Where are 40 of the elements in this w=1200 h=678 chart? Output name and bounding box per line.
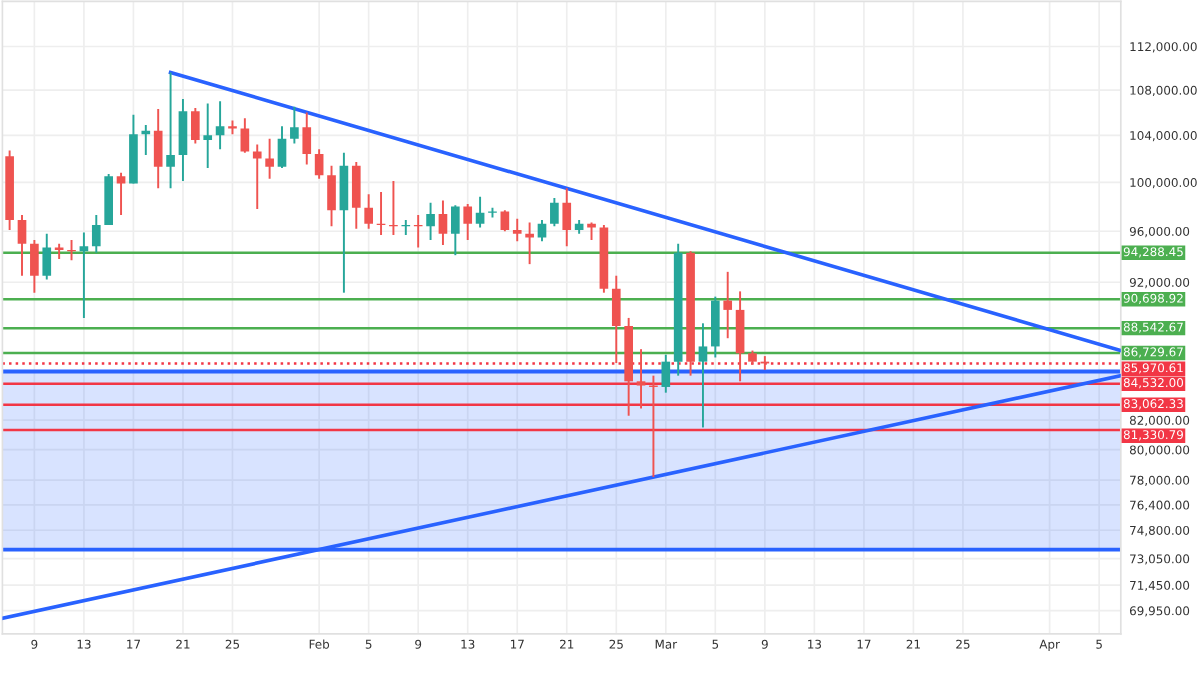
candlestick <box>698 322 708 429</box>
candlestick <box>475 195 485 229</box>
candlestick <box>500 209 510 233</box>
candlestick <box>191 107 200 145</box>
candlestick <box>215 100 225 151</box>
candlestick <box>550 197 559 228</box>
candlestick <box>178 98 188 183</box>
candlestick <box>42 232 52 281</box>
candlestick <box>277 125 287 169</box>
candlestick <box>327 164 336 228</box>
candlestick <box>661 353 671 394</box>
candlestick <box>351 161 361 230</box>
candlestick <box>30 239 39 294</box>
candlestick <box>79 231 89 319</box>
candlestick <box>364 193 373 230</box>
candlestick <box>723 270 733 340</box>
candlestick <box>339 151 349 294</box>
candlestick <box>252 143 262 210</box>
candlestick <box>451 204 460 257</box>
candlestick <box>611 274 621 365</box>
candlestick <box>290 105 299 145</box>
candlestick <box>562 187 572 248</box>
candlestick <box>438 199 448 247</box>
candlestick <box>203 102 213 169</box>
candlestick <box>314 148 324 180</box>
candlestick <box>463 203 473 241</box>
candlestick <box>116 171 126 217</box>
candlestick <box>265 137 274 180</box>
candlestick <box>141 124 151 157</box>
candlestick <box>636 348 646 410</box>
candlestick <box>17 214 27 277</box>
candlestick <box>512 217 522 243</box>
candlestick <box>426 201 435 241</box>
candlestick <box>240 117 250 154</box>
candlestick <box>153 108 163 190</box>
candlestick <box>91 214 101 254</box>
candlestick <box>711 295 720 359</box>
candlestick <box>166 71 175 190</box>
candlestick <box>302 111 312 166</box>
candlestick <box>735 290 745 383</box>
